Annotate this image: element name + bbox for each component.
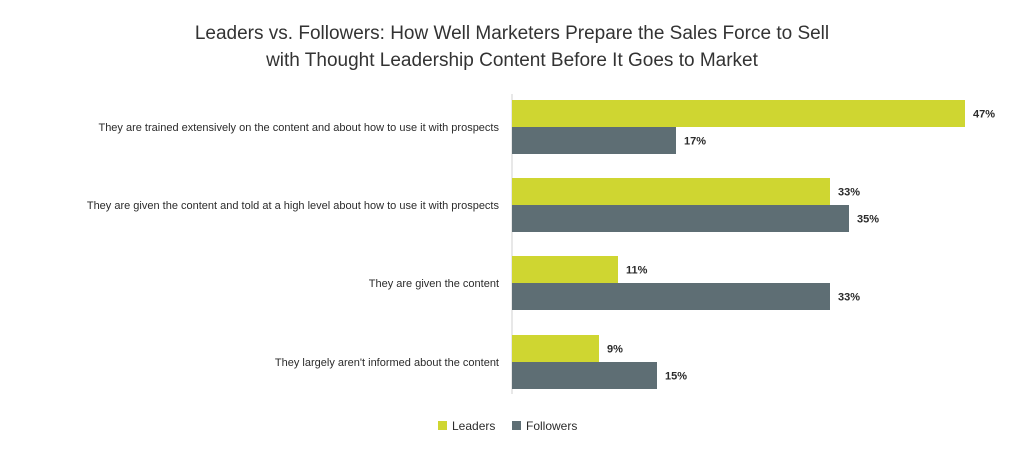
followers-bar bbox=[512, 205, 849, 232]
chart-title-line-2: with Thought Leadership Content Before I… bbox=[266, 50, 758, 71]
legend-swatch-leaders bbox=[438, 421, 447, 430]
category-label: They are trained extensively on the cont… bbox=[98, 122, 499, 134]
category-label: They are given the content and told at a… bbox=[87, 200, 500, 212]
data-label: 11% bbox=[626, 265, 648, 277]
legend-swatch-followers bbox=[512, 421, 521, 430]
leaders-bar bbox=[512, 178, 830, 205]
data-label: 9% bbox=[607, 344, 623, 356]
followers-bar bbox=[512, 283, 830, 310]
category-label: They are given the content bbox=[369, 278, 499, 290]
data-label: 33% bbox=[838, 292, 860, 304]
data-label: 33% bbox=[838, 187, 860, 199]
category-label: They largely aren't informed about the c… bbox=[275, 357, 499, 369]
data-label: 35% bbox=[857, 214, 879, 226]
legend-label-followers: Followers bbox=[526, 419, 577, 433]
leaders-bar bbox=[512, 335, 599, 362]
followers-bar bbox=[512, 127, 676, 154]
legend-label-leaders: Leaders bbox=[452, 419, 495, 433]
chart-title-line-1: Leaders vs. Followers: How Well Marketer… bbox=[194, 23, 830, 44]
leaders-bar bbox=[512, 100, 965, 127]
data-label: 15% bbox=[665, 371, 687, 383]
data-label: 47% bbox=[973, 109, 995, 121]
leaders-bar bbox=[512, 256, 618, 283]
data-label: 17% bbox=[684, 136, 706, 148]
followers-bar bbox=[512, 362, 657, 389]
chart-title: Leaders vs. Followers: How Well Marketer… bbox=[0, 20, 1024, 74]
